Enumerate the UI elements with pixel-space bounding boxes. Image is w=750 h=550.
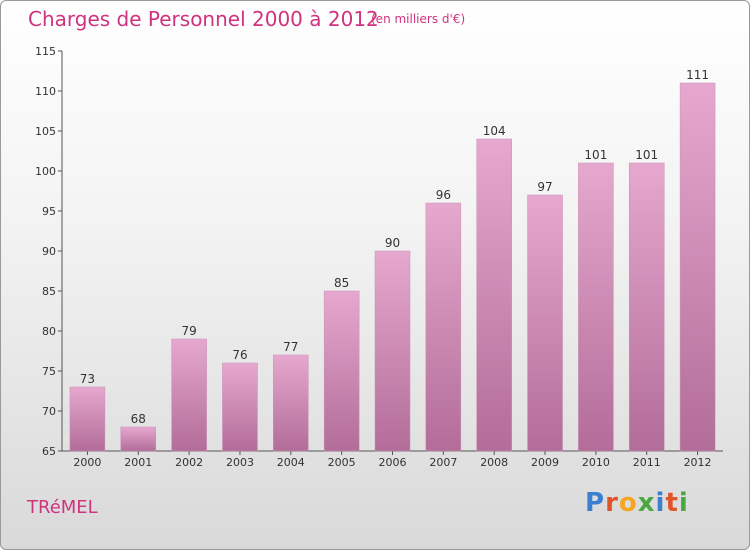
logo-letter: r bbox=[605, 488, 619, 518]
y-tick-label: 100 bbox=[35, 165, 56, 178]
y-tick-label: 115 bbox=[35, 45, 56, 58]
y-tick-label: 105 bbox=[35, 125, 56, 138]
x-tick-label-2001: 2001 bbox=[124, 456, 152, 469]
value-label-2005: 85 bbox=[334, 276, 349, 290]
value-label-2001: 68 bbox=[131, 412, 146, 426]
bar-2001 bbox=[120, 426, 157, 452]
logo-letter: o bbox=[618, 488, 638, 518]
value-label-2012: 111 bbox=[686, 68, 709, 82]
logo-letter: i bbox=[678, 488, 689, 518]
chart-subtitle: (en milliers d'€) bbox=[371, 12, 466, 26]
x-tick-label-2002: 2002 bbox=[175, 456, 203, 469]
y-tick-label: 85 bbox=[42, 285, 56, 298]
town-name: TRéMEL bbox=[27, 497, 98, 518]
bar-2007 bbox=[425, 202, 462, 452]
logo-letter: P bbox=[585, 488, 606, 518]
x-tick-label-2000: 2000 bbox=[73, 456, 101, 469]
value-label-2010: 101 bbox=[584, 148, 607, 162]
x-tick-label-2005: 2005 bbox=[328, 456, 356, 469]
bar-2004 bbox=[273, 354, 309, 452]
y-tick-label: 80 bbox=[42, 325, 56, 338]
y-tick-label: 75 bbox=[42, 365, 56, 378]
value-label-2011: 101 bbox=[635, 148, 658, 162]
bar-2010 bbox=[578, 162, 614, 452]
y-tick-label: 90 bbox=[42, 245, 56, 258]
value-label-2002: 79 bbox=[181, 324, 196, 338]
value-label-2003: 76 bbox=[232, 348, 247, 362]
bar-2000 bbox=[69, 386, 106, 452]
chart-title: Charges de Personnel 2000 à 2012 bbox=[28, 7, 379, 31]
value-label-2009: 97 bbox=[537, 180, 552, 194]
x-tick-label-2006: 2006 bbox=[379, 456, 407, 469]
y-tick-label: 95 bbox=[42, 205, 56, 218]
bar-2002 bbox=[171, 338, 207, 452]
x-tick-label-2012: 2012 bbox=[684, 456, 712, 469]
bar-2003 bbox=[222, 362, 258, 452]
value-label-2000: 73 bbox=[80, 372, 95, 386]
value-label-2006: 90 bbox=[385, 236, 400, 250]
x-tick-label-2004: 2004 bbox=[277, 456, 305, 469]
logo-letter: t bbox=[665, 488, 679, 518]
value-label-2004: 77 bbox=[283, 340, 298, 354]
x-tick-label-2008: 2008 bbox=[480, 456, 508, 469]
x-tick-label-2011: 2011 bbox=[633, 456, 661, 469]
y-tick-label: 110 bbox=[35, 85, 56, 98]
value-label-2008: 104 bbox=[483, 124, 506, 138]
bar-2008 bbox=[476, 138, 512, 452]
x-tick-label-2003: 2003 bbox=[226, 456, 254, 469]
value-label-2007: 96 bbox=[436, 188, 451, 202]
proxiti-logo[interactable]: Proxiti bbox=[585, 488, 689, 518]
bar-2009 bbox=[527, 194, 563, 452]
bar-2011 bbox=[628, 162, 665, 452]
x-tick-label-2010: 2010 bbox=[582, 456, 610, 469]
bar-2006 bbox=[374, 250, 411, 452]
x-tick-label-2009: 2009 bbox=[531, 456, 559, 469]
x-tick-label-2007: 2007 bbox=[429, 456, 457, 469]
logo-letter: i bbox=[655, 488, 666, 518]
logo-letter: x bbox=[637, 488, 656, 518]
bar-2012 bbox=[679, 82, 716, 452]
bar-2005 bbox=[323, 290, 360, 452]
y-tick-label: 65 bbox=[42, 445, 56, 458]
y-tick-label: 70 bbox=[42, 405, 56, 418]
